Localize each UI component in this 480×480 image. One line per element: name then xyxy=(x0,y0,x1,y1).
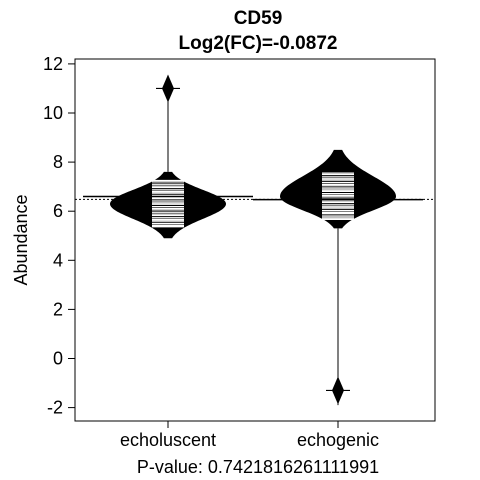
p-value-footer: P-value: 0.7421816261111991 xyxy=(137,457,379,477)
y-axis-label: Abundance xyxy=(11,194,31,285)
plot-frame xyxy=(74,58,436,422)
chart-title-line-1: CD59 xyxy=(234,8,283,29)
chart-title-line-2: Log2(FC)=-0.0872 xyxy=(179,33,338,54)
y-tick-label: 6 xyxy=(53,201,63,221)
x-tick-label: echoluscent xyxy=(120,430,216,450)
bean-density-shape xyxy=(280,149,396,229)
x-tick-label: echogenic xyxy=(297,430,379,450)
y-tick-label: 12 xyxy=(43,54,63,74)
y-tick-label: 8 xyxy=(53,152,63,172)
y-tick-label: 2 xyxy=(53,299,63,319)
plot-area: -2 0 2 4 6 8 10 12 echoluscent echogenic xyxy=(43,54,436,450)
bean-density-shape xyxy=(110,171,226,239)
y-tick-label: 10 xyxy=(43,103,63,123)
y-tick-label: 0 xyxy=(53,349,63,369)
y-tick-label: 4 xyxy=(53,250,63,270)
y-tick-label: -2 xyxy=(47,398,63,418)
